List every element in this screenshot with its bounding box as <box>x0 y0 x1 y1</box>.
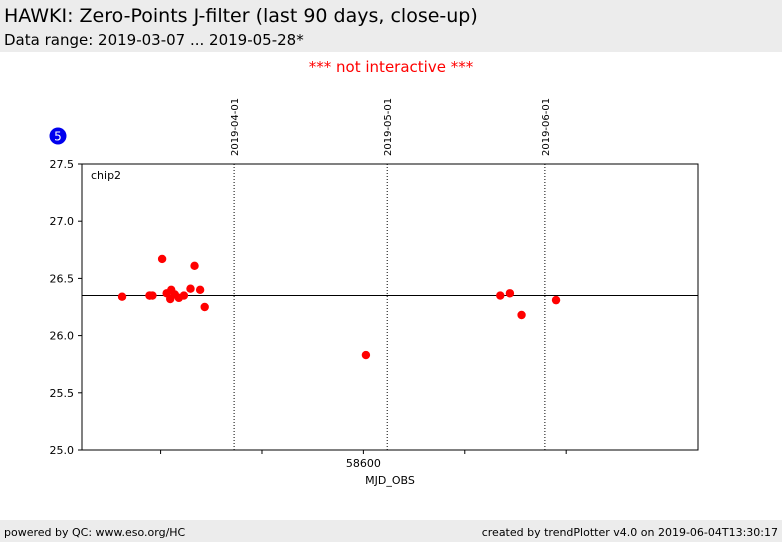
y-tick-label: 25.5 <box>50 387 75 400</box>
x-axis-label: MJD_OBS <box>365 474 415 487</box>
header-bar: HAWKI: Zero-Points J-filter (last 90 day… <box>0 0 782 52</box>
date-marker-lines: 2019-04-01 2019-05-01 2019-06-01 <box>230 98 552 450</box>
plot-number-badge: 5 <box>49 127 67 145</box>
data-point <box>145 291 155 300</box>
data-point <box>195 285 205 295</box>
plot-number-badge-label: 5 <box>54 130 62 144</box>
plot-frame <box>81 163 699 451</box>
data-point <box>517 310 526 320</box>
date-marker-label: 2019-04-01 <box>230 98 241 156</box>
y-tick-label: 26.5 <box>50 272 75 285</box>
x-tick-label: 58600 <box>346 457 381 470</box>
data-point <box>157 254 167 264</box>
data-point <box>186 284 195 293</box>
data-point <box>117 292 127 301</box>
plot-number-badge-circle <box>49 127 67 145</box>
data-point <box>200 302 209 312</box>
panel-label: chip2 <box>91 169 121 182</box>
footer-bar: powered by QC: www.eso.org/HC created by… <box>0 520 782 542</box>
data-points <box>117 254 561 360</box>
date-marker-label: 2019-06-01 <box>541 98 552 156</box>
data-point <box>190 261 199 271</box>
y-tick-label: 26.0 <box>50 330 75 343</box>
data-point <box>361 350 371 360</box>
footer-created-by: created by trendPlotter v4.0 on 2019-06-… <box>481 526 778 539</box>
footer-credit: powered by QC: www.eso.org/HC <box>4 526 186 539</box>
data-point <box>505 289 515 298</box>
data-range-subtitle: Data range: 2019-03-07 ... 2019-05-28* <box>4 31 304 49</box>
date-marker-label: 2019-05-01 <box>383 98 394 156</box>
not-interactive-note: *** not interactive *** <box>308 58 474 76</box>
data-point <box>496 291 505 300</box>
x-axis: 58600 <box>160 450 567 470</box>
data-point <box>179 291 189 300</box>
y-tick-label: 27.0 <box>50 215 75 228</box>
data-point <box>551 295 561 305</box>
page-title: HAWKI: Zero-Points J-filter (last 90 day… <box>4 5 478 27</box>
y-axis: 25.0 25.5 26.0 26.5 27.0 27.5 <box>50 158 82 457</box>
y-tick-label: 25.0 <box>50 444 75 457</box>
plot-area <box>82 164 698 450</box>
y-tick-label: 27.5 <box>50 158 75 171</box>
